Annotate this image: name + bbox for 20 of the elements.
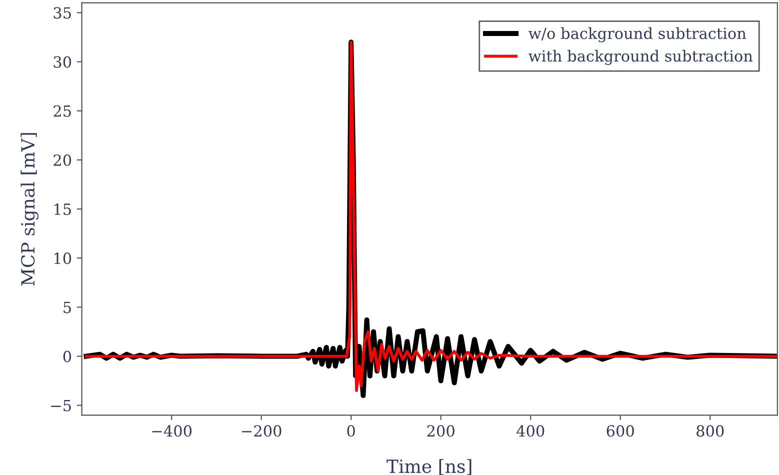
y-tick-label: 0 [63,350,72,362]
y-tick-label: 15 [54,203,71,216]
legend-label: w/o background subtraction [528,27,746,42]
y-tick-label: 20 [54,154,72,166]
y-axis-title: MCP signal [mV] [20,133,38,286]
y-tick-label: 25 [54,105,71,117]
x-tick-label: 200 [427,425,454,437]
x-axis-title: Time [ns] [386,459,472,475]
x-tick-label: 800 [696,425,724,437]
x-tick-label: 0 [347,425,355,437]
y-tick-label: 10 [54,252,72,264]
y-tick-label: −5 [51,400,71,412]
x-tick-label: −200 [242,425,282,437]
x-tick-label: 600 [606,425,634,437]
legend-label: with background subtraction [528,50,753,65]
y-tick-label: 35 [54,7,71,19]
x-tick-label: 400 [516,425,544,437]
x-tick-label: −400 [152,425,192,437]
y-tick-label: 30 [54,56,72,68]
y-tick-label: 5 [64,302,71,314]
